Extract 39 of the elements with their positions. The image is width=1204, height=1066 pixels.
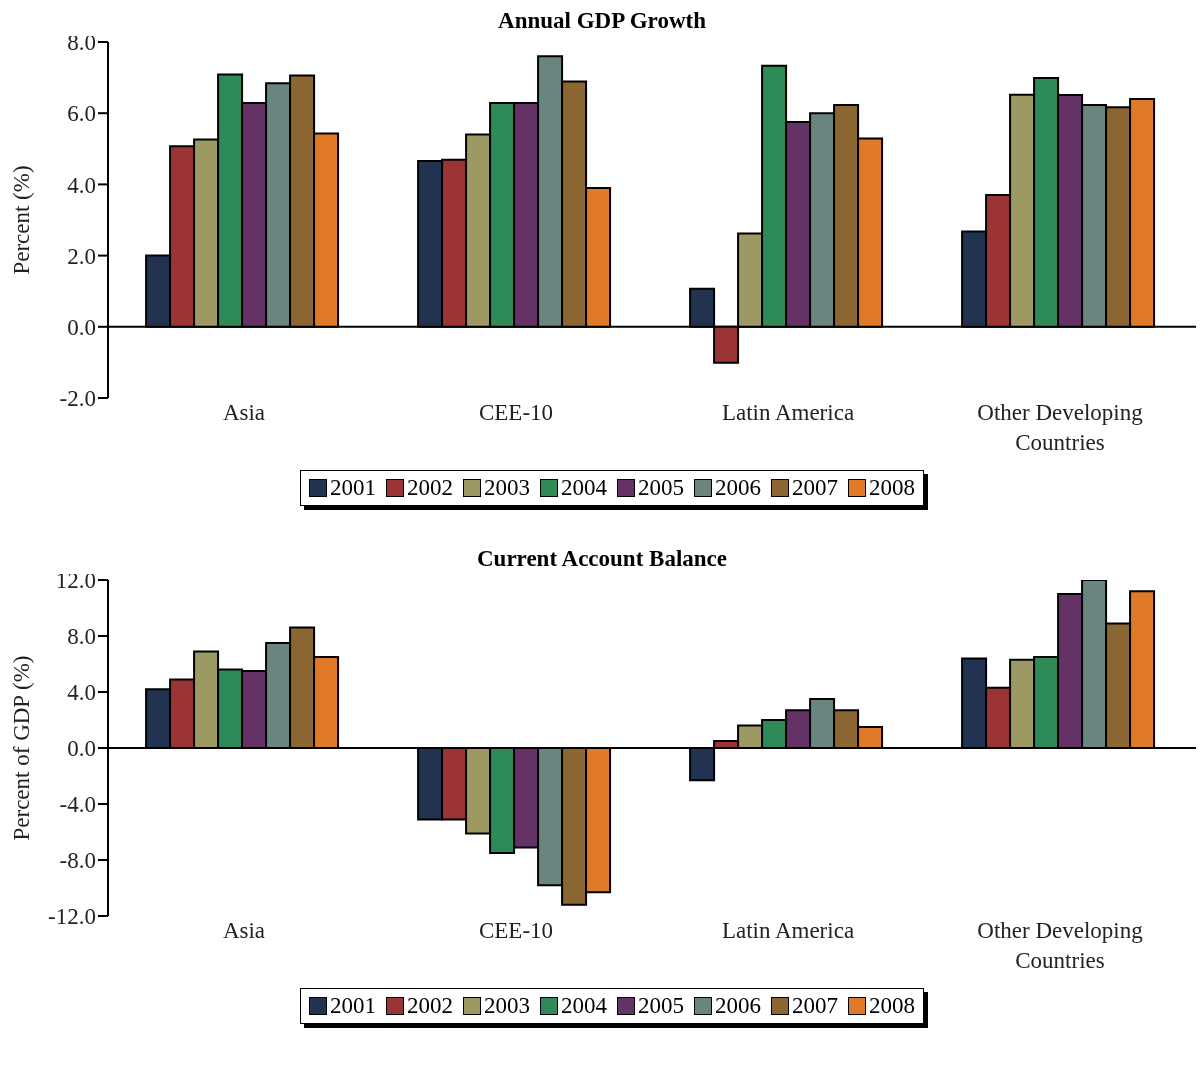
legend-label: 2004 [561, 993, 607, 1019]
x-tick-label: Latin America [721, 400, 855, 425]
chart-title: Current Account Balance [476, 546, 727, 571]
y-tick-label: -4.0 [59, 792, 96, 818]
legend-label: 2005 [638, 993, 684, 1019]
y-axis-title: Percent (%) [9, 165, 35, 275]
chart-title: Annual GDP Growth [498, 8, 706, 33]
y-tick-label: -8.0 [59, 848, 96, 874]
y-tick-label: 2.0 [67, 243, 96, 269]
x-tick-label: Other Developing Countries [977, 918, 1144, 973]
legend-label: 2002 [407, 475, 453, 501]
x-tick-label: CEE-10 [478, 918, 554, 943]
legend-label: 2001 [330, 475, 376, 501]
y-axis-title: Percent of GDP (%) [9, 655, 35, 841]
y-tick-label: -2.0 [59, 386, 96, 412]
legend-label: 2006 [715, 993, 761, 1019]
legend-label: 2002 [407, 993, 453, 1019]
legend-label: 2008 [869, 475, 915, 501]
x-tick-label: Other Developing Countries [977, 400, 1144, 455]
y-tick-label: 8.0 [67, 624, 96, 650]
y-tick-label: 0.0 [67, 736, 96, 762]
legend-label: 2007 [792, 993, 838, 1019]
x-tick-label: Latin America [721, 918, 855, 943]
legend-label: 2003 [484, 475, 530, 501]
x-tick-label: Asia [222, 918, 266, 943]
x-tick-label: Asia [222, 400, 266, 425]
legend-label: 2003 [484, 993, 530, 1019]
legend-label: 2008 [869, 993, 915, 1019]
legend-label: 2006 [715, 475, 761, 501]
legend-label: 2004 [561, 475, 607, 501]
y-tick-label: -12.0 [48, 904, 96, 930]
legend-label: 2001 [330, 993, 376, 1019]
legend-label: 2007 [792, 475, 838, 501]
y-tick-label: 6.0 [67, 101, 96, 127]
x-tick-label: CEE-10 [478, 400, 554, 425]
y-tick-label: 4.0 [67, 680, 96, 706]
legend-label: 2005 [638, 475, 684, 501]
y-tick-label: 4.0 [67, 172, 96, 198]
y-tick-label: 0.0 [67, 314, 96, 340]
